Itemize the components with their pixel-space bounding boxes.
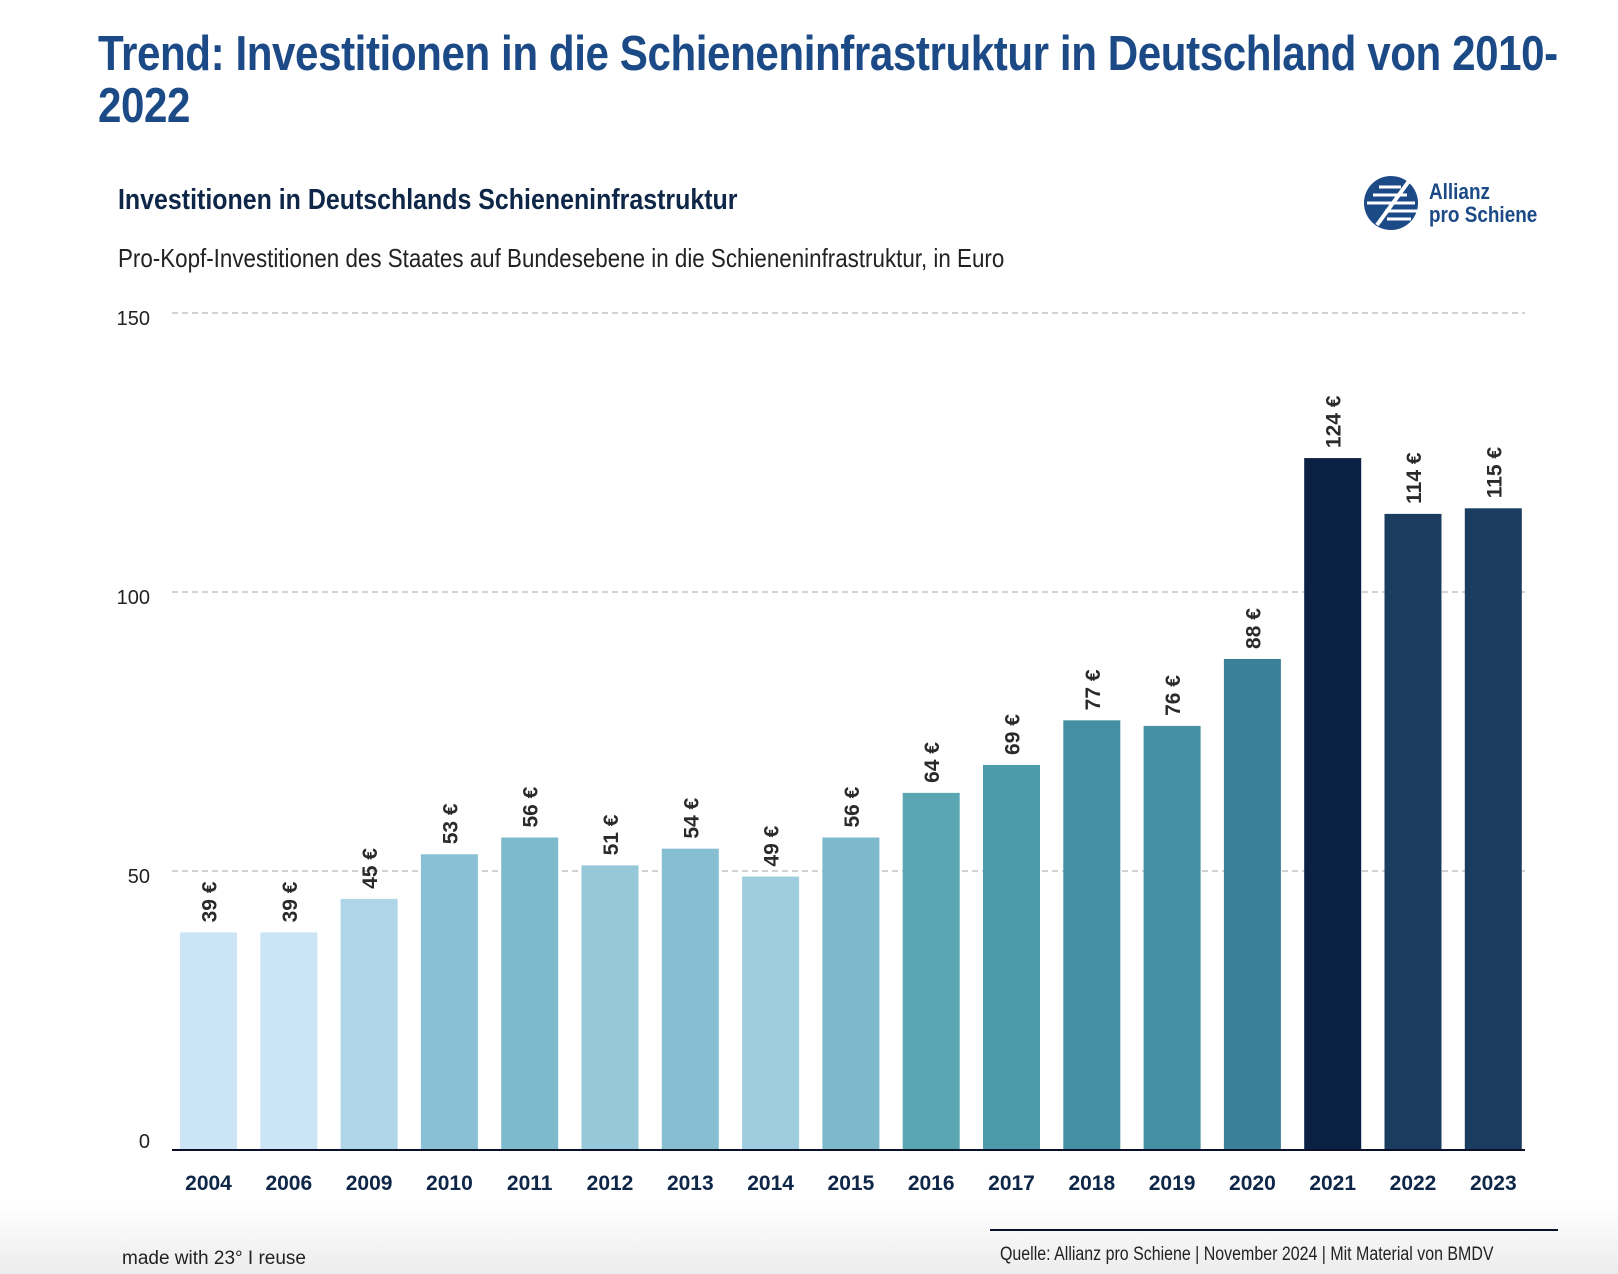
data-label: 56 € [520,786,543,827]
bar-2014 [742,876,800,1150]
data-label: 53 € [439,803,462,844]
data-label: 115 € [1483,447,1506,499]
allianz-pro-schiene-logo: Allianz pro Schiene [1363,175,1555,231]
logo-line-2: pro Schiene [1429,202,1538,227]
data-label: 39 € [279,881,302,922]
bar-2017 [983,764,1040,1150]
data-label: 77 € [1082,669,1105,710]
bar-2019 [1143,725,1201,1150]
x-tick-label: 2012 [587,1172,634,1195]
x-tick-label: 2009 [346,1172,393,1195]
bar-2012 [581,865,639,1150]
x-tick-label: 2004 [185,1172,232,1195]
page-title: Trend: Investitionen in die Schieneninfr… [98,27,1558,133]
data-label: 51 € [600,814,623,855]
source-note: Quelle: Allianz pro Schiene | November 2… [1000,1244,1494,1265]
x-tick-label: 2015 [828,1172,875,1195]
data-label: 56 € [841,786,864,827]
bar-2021 [1304,458,1362,1151]
bar-2006 [260,932,318,1150]
x-tick-label: 2022 [1390,1172,1437,1195]
x-tick-label: 2019 [1149,1172,1196,1195]
data-label: 76 € [1162,675,1185,716]
source-divider [990,1229,1558,1231]
bar-2004 [180,932,237,1150]
y-tick-label: 50 [128,866,150,888]
data-label: 64 € [921,742,944,783]
data-label: 45 € [359,848,382,889]
y-tick-label: 150 [117,308,150,330]
data-label: 39 € [199,881,222,922]
data-label: 54 € [680,797,703,838]
x-tick-label: 2011 [507,1172,553,1195]
y-tick-label: 100 [117,587,150,609]
bar-2022 [1384,513,1442,1150]
x-tick-label: 2013 [667,1172,714,1195]
bar-2020 [1223,658,1281,1150]
chart-subtitle: Pro-Kopf-Investitionen des Staates auf B… [118,243,1005,273]
logo-line-1: Allianz [1429,179,1490,204]
x-tick-label: 2017 [988,1172,1035,1195]
bar-2015 [822,837,880,1150]
data-label: 88 € [1242,608,1265,649]
bar-2018 [1063,720,1121,1150]
x-tick-label: 2023 [1470,1172,1517,1195]
bar-2023 [1464,508,1522,1150]
data-label: 114 € [1403,452,1426,504]
logo-rail-icon [1364,176,1418,230]
bar-chart: 0 50 100 150 39 € 2004 39 € 2006 45 € 2009 53 € 201… [117,308,1525,1195]
data-label: 69 € [1002,714,1025,755]
x-tick-label: 2020 [1229,1172,1276,1195]
data-label: 49 € [761,825,784,866]
chart-title: Investitionen in Deutschlands Schienenin… [118,184,738,216]
bar-2016 [902,792,960,1150]
x-tick-label: 2010 [426,1172,473,1195]
x-tick-label: 2018 [1068,1172,1115,1195]
data-label: 124 € [1323,395,1346,448]
footer-background [0,1205,1618,1274]
bar-2009 [340,898,398,1150]
x-tick-label: 2006 [265,1172,312,1195]
x-tick-label: 2021 [1309,1172,1356,1195]
bar-2011 [501,837,559,1150]
x-tick-label: 2016 [908,1172,955,1195]
made-with-credit[interactable]: made with 23° I reuse [122,1248,306,1269]
bar-2013 [661,848,719,1150]
bar-2010 [420,854,478,1150]
y-tick-label: 0 [139,1131,150,1153]
x-tick-label: 2014 [747,1172,794,1195]
